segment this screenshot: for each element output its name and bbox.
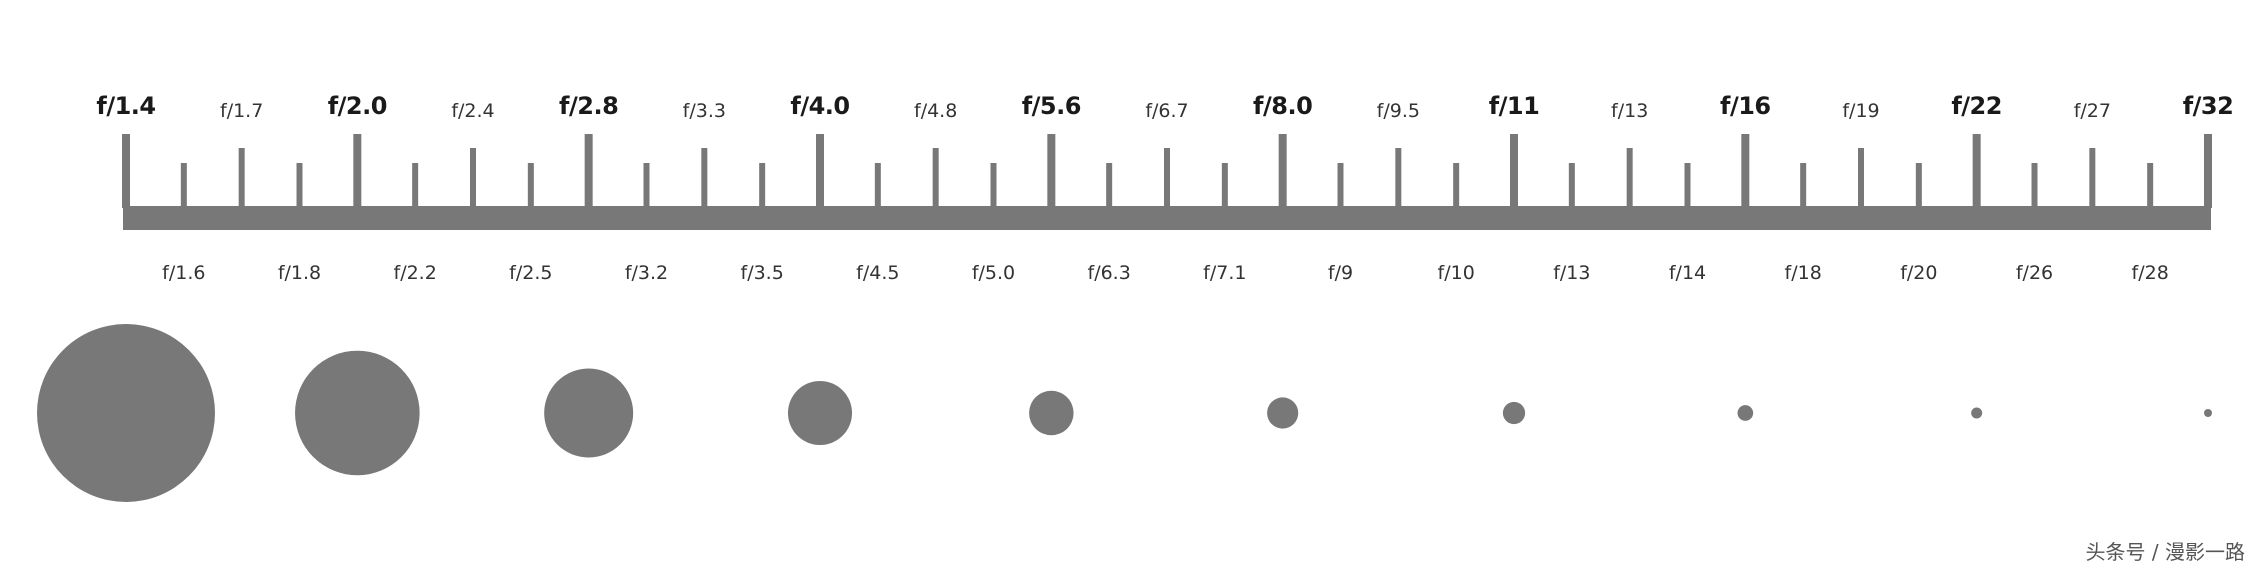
- tick-minor: [412, 163, 419, 208]
- label-minor-stop: f/10: [1437, 262, 1475, 284]
- tick-major: [1972, 134, 1981, 208]
- aperture-circle: [1029, 390, 1074, 436]
- label-major-stop: f/4.0: [790, 92, 850, 120]
- label-major-stop: f/5.6: [1021, 92, 1082, 120]
- scale-ticks: [122, 134, 2212, 208]
- aperture-circle: [295, 350, 420, 476]
- tick-major: [122, 134, 130, 208]
- label-third-stop: f/2.4: [451, 100, 495, 122]
- tick-third: [470, 148, 476, 208]
- aperture-circle: [1737, 405, 1754, 421]
- label-third-stop: f/27: [2073, 100, 2111, 122]
- label-major-stop: f/1.4: [96, 92, 156, 120]
- tick-minor: [874, 163, 881, 208]
- tick-minor: [643, 163, 650, 208]
- label-minor-stop: f/2.2: [393, 262, 437, 284]
- tick-major: [1510, 134, 1518, 208]
- label-third-stop: f/9.5: [1376, 100, 1420, 122]
- label-minor-stop: f/9: [1327, 262, 1354, 284]
- label-minor-stop: f/6.3: [1087, 262, 1131, 284]
- tick-minor: [296, 163, 303, 208]
- tick-major: [2204, 134, 2212, 208]
- tick-major: [584, 134, 593, 208]
- watermark: 头条号 / 漫影一路: [2085, 540, 2245, 564]
- label-minor-stop: f/18: [1784, 262, 1822, 284]
- tick-minor: [1915, 163, 1922, 208]
- label-minor-stop: f/3.2: [624, 262, 669, 284]
- tick-minor: [990, 163, 997, 208]
- aperture-circle: [544, 368, 634, 458]
- tick-third: [1858, 148, 1864, 208]
- tick-major: [1047, 134, 1056, 208]
- aperture-circles: [37, 324, 2212, 502]
- label-major-stop: f/22: [1951, 92, 2002, 120]
- tick-third: [701, 148, 708, 208]
- tick-minor: [527, 163, 534, 208]
- label-third-stop: f/6.7: [1145, 100, 1189, 122]
- label-minor-stop: f/1.8: [277, 262, 322, 284]
- scale-baseline: [123, 206, 2211, 230]
- label-third-stop: f/13: [1611, 100, 1649, 122]
- label-minor-stop: f/28: [2131, 262, 2169, 284]
- tick-third: [1164, 148, 1170, 208]
- tick-minor: [1453, 163, 1460, 208]
- tick-major: [353, 134, 362, 208]
- label-minor-stop: f/13: [1553, 262, 1591, 284]
- label-minor-stop: f/14: [1668, 262, 1707, 284]
- tick-major: [1278, 134, 1287, 208]
- label-minor-stop: f/3.5: [740, 262, 784, 284]
- label-third-stop: f/1.7: [220, 100, 264, 122]
- tick-third: [2089, 148, 2096, 208]
- aperture-circle: [1267, 397, 1299, 429]
- tick-minor: [1568, 163, 1575, 208]
- tick-minor: [1684, 163, 1691, 208]
- aperture-circle: [1971, 407, 1983, 419]
- tick-major: [816, 134, 824, 208]
- label-minor-stop: f/2.5: [509, 262, 553, 284]
- tick-third: [1395, 148, 1402, 208]
- label-minor-stop: f/20: [1900, 262, 1938, 284]
- label-major-stop: f/2.8: [559, 92, 619, 120]
- tick-minor: [1800, 163, 1807, 208]
- label-minor-stop: f/1.6: [162, 262, 206, 284]
- label-minor-stop: f/4.5: [856, 262, 900, 284]
- tick-major: [1741, 134, 1750, 208]
- aperture-circle: [787, 380, 853, 446]
- label-third-stop: f/19: [1842, 100, 1880, 122]
- label-third-stop: f/4.8: [914, 100, 958, 122]
- label-major-stop: f/2.0: [327, 92, 388, 120]
- tick-minor: [2147, 163, 2154, 208]
- tick-minor: [1337, 163, 1344, 208]
- tick-third: [238, 148, 245, 208]
- tick-third: [1626, 148, 1633, 208]
- tick-minor: [180, 163, 187, 208]
- tick-minor: [1221, 163, 1228, 208]
- label-third-stop: f/3.3: [682, 100, 726, 122]
- aperture-circle: [37, 324, 215, 502]
- label-minor-stop: f/26: [2015, 262, 2054, 284]
- tick-minor: [1106, 163, 1113, 208]
- aperture-circle: [2204, 409, 2212, 417]
- label-major-stop: f/8.0: [1253, 92, 1313, 120]
- tick-third: [932, 148, 939, 208]
- label-major-stop: f/16: [1720, 92, 1771, 120]
- label-major-stop: f/32: [2182, 92, 2234, 120]
- tick-minor: [2031, 163, 2038, 208]
- label-minor-stop: f/5.0: [971, 262, 1016, 284]
- label-minor-stop: f/7.1: [1203, 262, 1247, 284]
- tick-minor: [759, 163, 766, 208]
- aperture-circle: [1502, 401, 1526, 425]
- label-major-stop: f/11: [1488, 92, 1540, 120]
